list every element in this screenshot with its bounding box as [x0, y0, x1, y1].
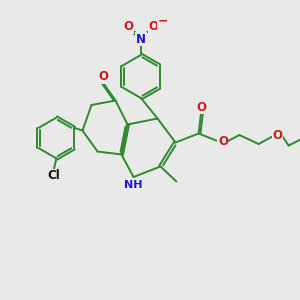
Text: O: O — [123, 20, 134, 33]
Text: O: O — [148, 20, 159, 33]
Text: N: N — [136, 33, 146, 46]
Text: Cl: Cl — [47, 169, 60, 182]
Text: O: O — [218, 135, 228, 148]
Text: NH: NH — [124, 180, 142, 190]
Text: O: O — [98, 70, 109, 83]
Text: O: O — [196, 101, 206, 114]
Text: O: O — [273, 129, 283, 142]
Text: −: − — [158, 15, 169, 28]
